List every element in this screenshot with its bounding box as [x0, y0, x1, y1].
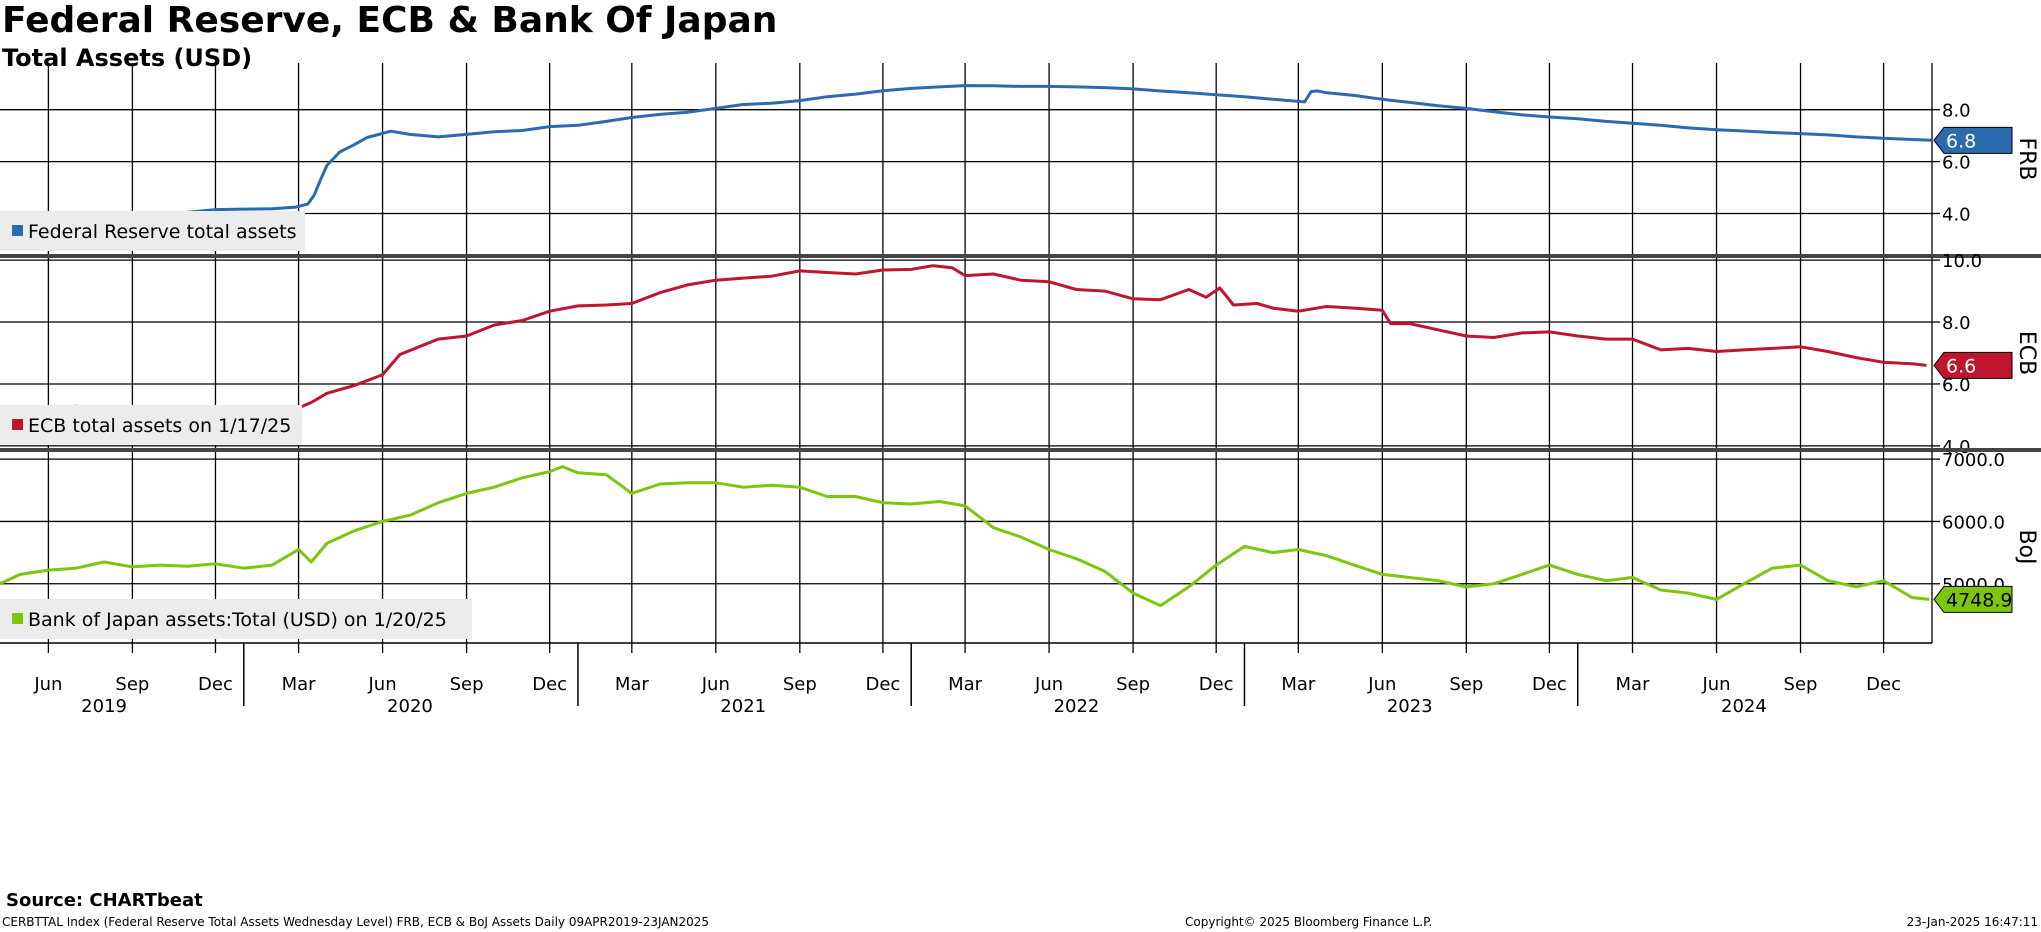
y-tick-label: 6.0 — [1942, 153, 1971, 174]
y-axis-title-boj: BoJ — [2014, 529, 2039, 564]
y-tick-label: 10.0 — [1942, 251, 1982, 272]
x-year-label: 2024 — [1721, 696, 1767, 717]
x-year-label: 2021 — [720, 696, 766, 717]
grid-layer — [0, 63, 1932, 643]
y-tick-label: 4.0 — [1942, 204, 1971, 225]
y-axis-title-ecb: ECB — [2014, 331, 2039, 375]
last-value-tag-box — [1933, 126, 2013, 154]
y-tick-label: 8.0 — [1942, 313, 1971, 334]
y-axis-title-frb: FRB — [2014, 137, 2039, 180]
x-tick-label: Jun — [701, 674, 730, 695]
x-tick-label: Dec — [1866, 674, 1901, 695]
axis-layer: Jun Sep Dec Mar Jun Sep Dec Mar Jun Sep Dec Mar Jun S… — [0, 63, 2041, 717]
y-tick-label: 4.0 — [1942, 437, 1971, 458]
x-tick-label: Jun — [33, 674, 62, 695]
label-layer: 6.8 Federal Reserve total assets 6.6 ECB to… — [0, 126, 2013, 639]
x-year-label: 2023 — [1387, 696, 1433, 717]
legend-box — [0, 211, 305, 251]
legend-label: ECB total assets on 1/17/25 — [28, 415, 291, 437]
legend-swatch — [12, 419, 23, 430]
y-tick-label: 6.0 — [1942, 375, 1971, 396]
last-value-tag-text: 6.6 — [1946, 355, 1976, 377]
chart-subtitle: Total Assets (USD) — [2, 44, 253, 72]
x-tick-label: Mar — [1616, 674, 1651, 695]
x-year-label: 2020 — [387, 696, 433, 717]
source-note: Source: CHARTbeat — [6, 890, 203, 911]
last-value-tag-box — [1933, 351, 2013, 379]
x-tick-label: Mar — [615, 674, 650, 695]
x-tick-label: Sep — [783, 674, 817, 695]
legend-boj: Bank of Japan assets:Total (USD) on 1/20… — [0, 599, 472, 639]
x-tick-label: Jun — [1034, 674, 1063, 695]
x-year-label: 2019 — [81, 696, 127, 717]
chart-title: Federal Reserve, ECB & Bank Of Japan — [2, 0, 778, 41]
footer-timestamp: 23-Jan-2025 16:47:11 — [1906, 915, 2038, 929]
x-tick-label: Mar — [1281, 674, 1316, 695]
x-tick-label: Sep — [1116, 674, 1150, 695]
legend-swatch — [12, 613, 23, 624]
last-value-tag-ecb: 6.6 — [1933, 351, 2013, 379]
x-tick-label: Jun — [1701, 674, 1730, 695]
series-line-boj — [0, 465, 1930, 608]
series-layer — [0, 84, 1932, 608]
y-tick-label: 6000.0 — [1942, 512, 2005, 533]
x-tick-label: Jun — [368, 674, 397, 695]
footer-copyright: Copyright© 2025 Bloomberg Finance L.P. — [1185, 915, 1433, 929]
panel-separator — [0, 448, 2041, 452]
series-line-ecb — [0, 264, 1927, 415]
x-tick-label: Sep — [1449, 674, 1483, 695]
y-tick-label: 8.0 — [1942, 101, 1971, 122]
legend-box — [0, 405, 302, 445]
x-tick-label: Dec — [865, 674, 900, 695]
last-value-tag-frb: 6.8 — [1933, 126, 2013, 154]
panel-separator — [0, 254, 2041, 258]
legend-ecb: ECB total assets on 1/17/25 — [0, 405, 302, 445]
x-tick-label: Dec — [198, 674, 233, 695]
x-tick-label: Jun — [1367, 674, 1396, 695]
last-value-tag-text: 6.8 — [1946, 130, 1976, 152]
last-value-tag-box — [1933, 585, 2013, 613]
x-tick-label: Sep — [115, 674, 149, 695]
x-tick-label: Sep — [450, 674, 484, 695]
footer-ticker-info: CERBTTAL Index (Federal Reserve Total As… — [2, 915, 710, 929]
last-value-tag-boj: 4748.9 — [1933, 585, 2013, 613]
y-tick-label: 7000.0 — [1942, 450, 2005, 471]
x-year-label: 2022 — [1054, 696, 1100, 717]
legend-frb: Federal Reserve total assets — [0, 211, 305, 251]
legend-label: Federal Reserve total assets — [28, 221, 296, 243]
x-tick-label: Sep — [1784, 674, 1818, 695]
x-tick-label: Mar — [948, 674, 983, 695]
x-tick-label: Dec — [532, 674, 567, 695]
series-line-frb — [0, 84, 1932, 221]
legend-label: Bank of Japan assets:Total (USD) on 1/20… — [28, 609, 447, 631]
x-tick-label: Dec — [1532, 674, 1567, 695]
x-tick-label: Mar — [282, 674, 317, 695]
last-value-tag-text: 4748.9 — [1946, 589, 2012, 611]
x-tick-label: Dec — [1199, 674, 1234, 695]
legend-box — [0, 599, 472, 639]
legend-swatch — [12, 225, 23, 236]
